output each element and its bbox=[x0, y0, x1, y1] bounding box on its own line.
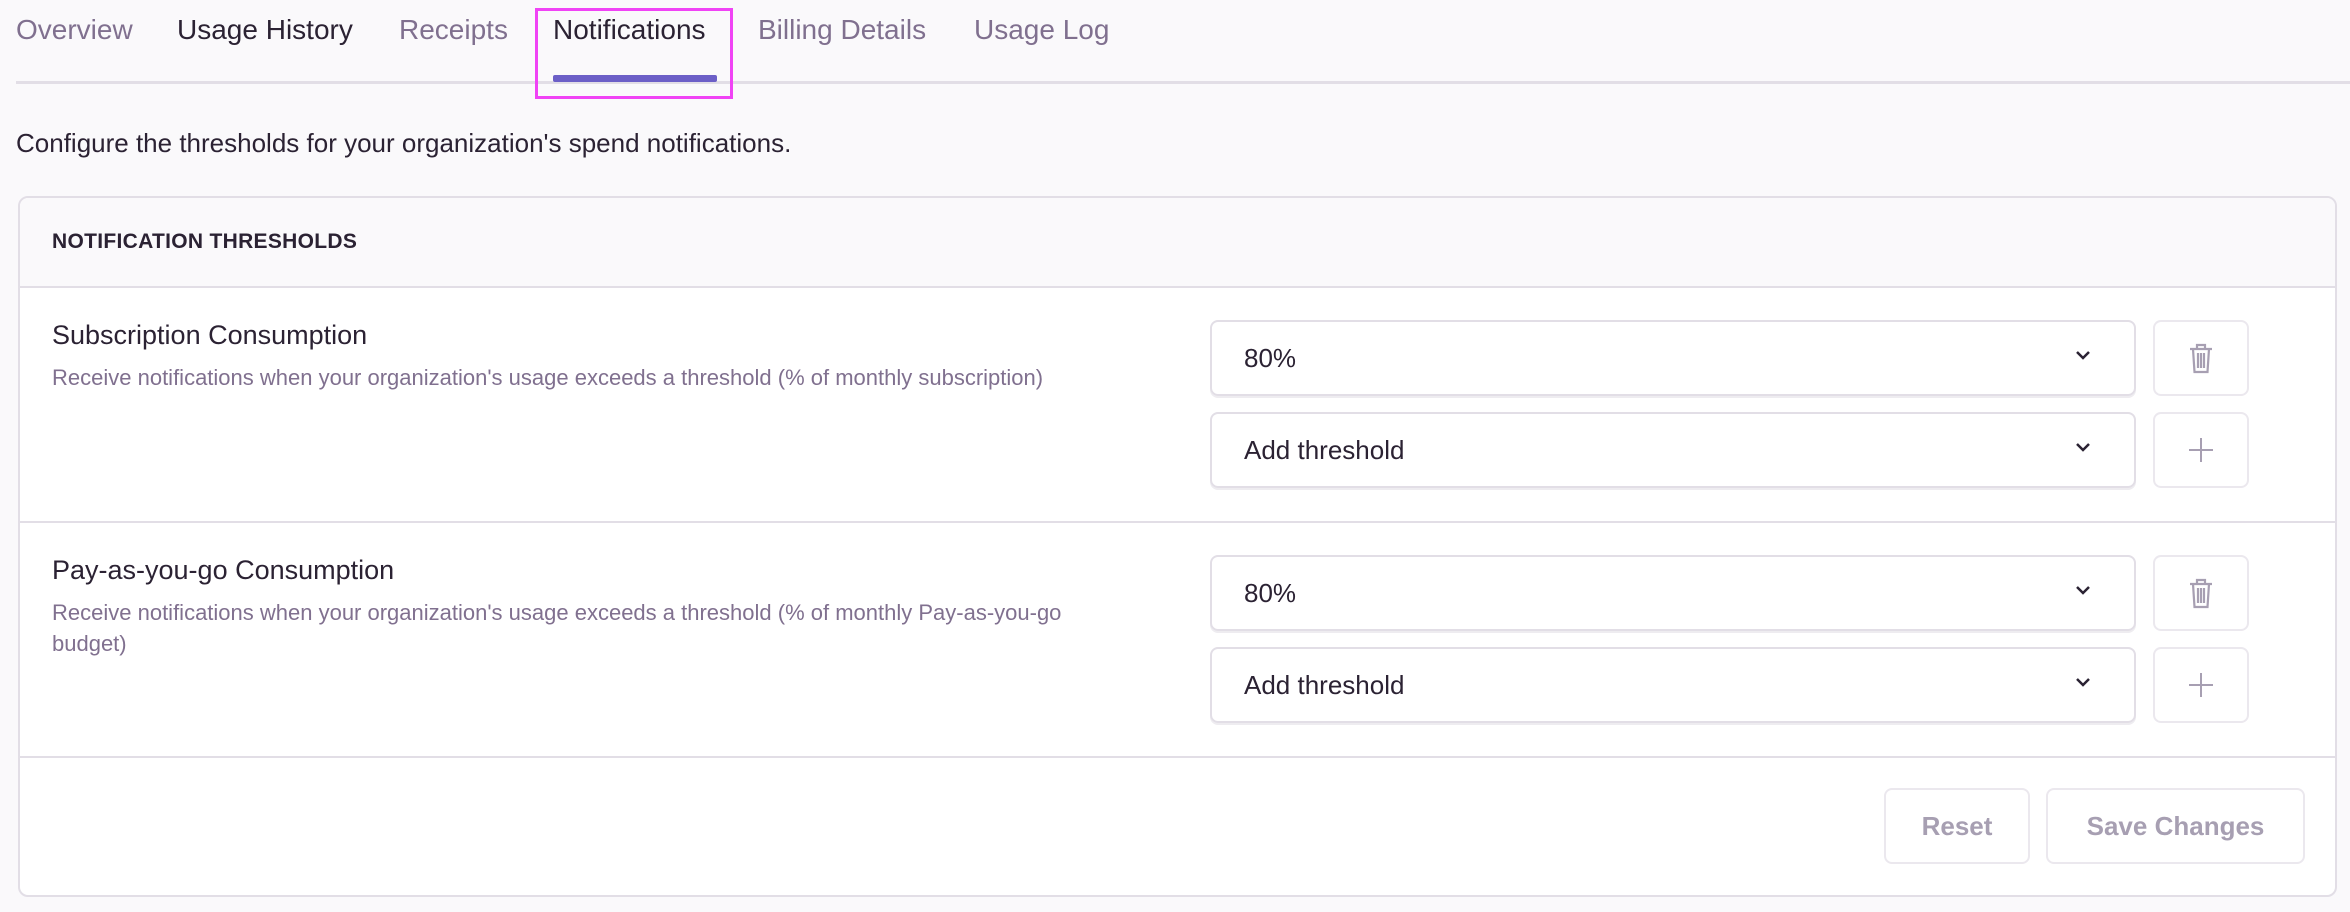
row-title: Pay-as-you-go Consumption bbox=[52, 555, 395, 585]
row-description: Receive notifications when your organiza… bbox=[52, 600, 1062, 656]
delete-threshold-button[interactable] bbox=[2153, 320, 2249, 396]
tab-overview[interactable]: Overview bbox=[16, 14, 133, 45]
plus-icon bbox=[2189, 673, 2213, 697]
save-changes-button[interactable]: Save Changes bbox=[2046, 788, 2305, 864]
notification-thresholds-panel: NOTIFICATION THRESHOLDS Subscription Con… bbox=[18, 196, 2337, 897]
tab-notifications[interactable]: Notifications bbox=[553, 14, 706, 45]
panel-header: NOTIFICATION THRESHOLDS bbox=[20, 198, 2335, 288]
select-placeholder: Add threshold bbox=[1244, 434, 1405, 465]
select-value: 80% bbox=[1244, 577, 1297, 608]
reset-button[interactable]: Reset bbox=[1884, 788, 2030, 864]
active-tab-indicator bbox=[553, 75, 717, 82]
plus-icon bbox=[2189, 438, 2213, 462]
delete-threshold-button[interactable] bbox=[2153, 555, 2249, 631]
trash-icon bbox=[2190, 343, 2212, 374]
threshold-select[interactable]: 80% bbox=[1210, 320, 2136, 396]
chevron-down-icon bbox=[2076, 678, 2090, 687]
add-threshold-button[interactable] bbox=[2153, 412, 2249, 488]
tab-usage-log[interactable]: Usage Log bbox=[974, 14, 1110, 45]
select-placeholder: Add threshold bbox=[1244, 669, 1405, 700]
tab-bar: Overview Usage History Receipts Notifica… bbox=[16, 0, 2350, 84]
chevron-down-icon bbox=[2076, 586, 2090, 595]
row-description: Receive notifications when your organiza… bbox=[52, 365, 1044, 390]
chevron-down-icon bbox=[2076, 443, 2090, 452]
trash-icon bbox=[2190, 578, 2212, 609]
add-threshold-select[interactable]: Add threshold bbox=[1210, 647, 2136, 723]
threshold-row-subscription: Subscription Consumption Receive notific… bbox=[20, 288, 2335, 523]
tab-usage-history[interactable]: Usage History bbox=[177, 14, 353, 45]
row-title: Subscription Consumption bbox=[52, 320, 368, 350]
threshold-row-pay-as-you-go: Pay-as-you-go Consumption Receive notifi… bbox=[20, 523, 2335, 758]
add-threshold-button[interactable] bbox=[2153, 647, 2249, 723]
chevron-down-icon bbox=[2076, 351, 2090, 360]
tab-receipts[interactable]: Receipts bbox=[399, 14, 508, 45]
select-value: 80% bbox=[1244, 342, 1297, 373]
tab-billing-details[interactable]: Billing Details bbox=[758, 14, 927, 45]
threshold-select[interactable]: 80% bbox=[1210, 555, 2136, 631]
panel-footer: Reset Save Changes bbox=[20, 755, 2335, 895]
page-description: Configure the thresholds for your organi… bbox=[16, 128, 792, 158]
add-threshold-select[interactable]: Add threshold bbox=[1210, 412, 2136, 488]
